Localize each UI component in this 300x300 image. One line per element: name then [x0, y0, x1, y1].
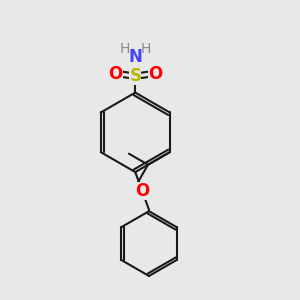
Text: O: O — [108, 65, 122, 83]
Text: N: N — [128, 48, 142, 66]
Text: H: H — [140, 42, 151, 56]
Text: O: O — [148, 65, 162, 83]
Text: O: O — [135, 182, 149, 200]
Text: H: H — [120, 42, 130, 56]
Text: S: S — [129, 67, 141, 85]
